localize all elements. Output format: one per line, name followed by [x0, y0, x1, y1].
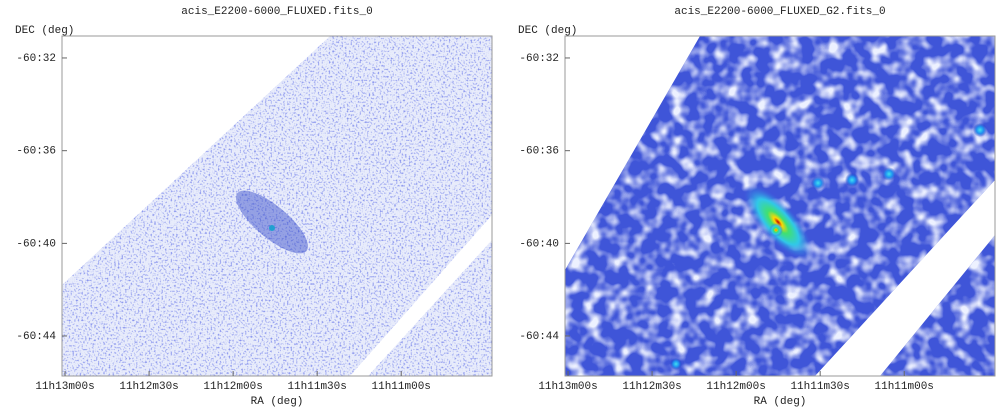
- y-tick-label: -60:44: [16, 331, 56, 343]
- x-tick-label: 11h12m30s: [622, 381, 681, 393]
- y-tick-label: -60:36: [16, 146, 56, 158]
- y-axis-label: DEC (deg): [15, 25, 74, 37]
- y-tick-label: -60:40: [16, 238, 56, 250]
- point-source: [973, 123, 987, 137]
- x-tick-label: 11h13m00s: [538, 381, 597, 393]
- x-tick-label: 11h12m30s: [119, 381, 178, 393]
- point-source: [670, 358, 682, 370]
- chart-title: acis_E2200-6000_FLUXED.fits_0: [181, 6, 372, 18]
- plot-frame: [61, 35, 493, 377]
- y-axis-label: DEC (deg): [518, 25, 577, 37]
- point-source: [811, 176, 825, 190]
- image-right: [565, 36, 995, 376]
- plot-frame: [564, 35, 996, 377]
- x-tick-label: 11h11m30s: [790, 381, 849, 393]
- x-tick-label: 11h11m00s: [372, 381, 431, 393]
- nucleus: [269, 225, 275, 231]
- x-tick-label: 11h11m00s: [875, 381, 934, 393]
- x-tick-label: 11h11m30s: [287, 381, 346, 393]
- x-tick-label: 11h13m00s: [35, 381, 94, 393]
- image-left: [62, 36, 492, 376]
- x-tick-label: 11h12m00s: [203, 381, 262, 393]
- x-axis-label: RA (deg): [754, 396, 807, 408]
- point-source: [882, 167, 896, 181]
- y-tick-label: -60:32: [16, 53, 56, 65]
- y-tick-label: -60:32: [519, 53, 559, 65]
- nucleus: [769, 223, 783, 237]
- y-tick-label: -60:44: [519, 331, 559, 343]
- y-tick-label: -60:40: [519, 238, 559, 250]
- galaxy: [236, 190, 308, 254]
- chart-title: acis_E2200-6000_FLUXED_G2.fits_0: [674, 6, 885, 18]
- galaxy: [743, 184, 813, 260]
- x-axis-label: RA (deg): [251, 396, 304, 408]
- x-tick-label: 11h12m00s: [706, 381, 765, 393]
- point-source: [845, 173, 859, 187]
- y-tick-label: -60:36: [519, 146, 559, 158]
